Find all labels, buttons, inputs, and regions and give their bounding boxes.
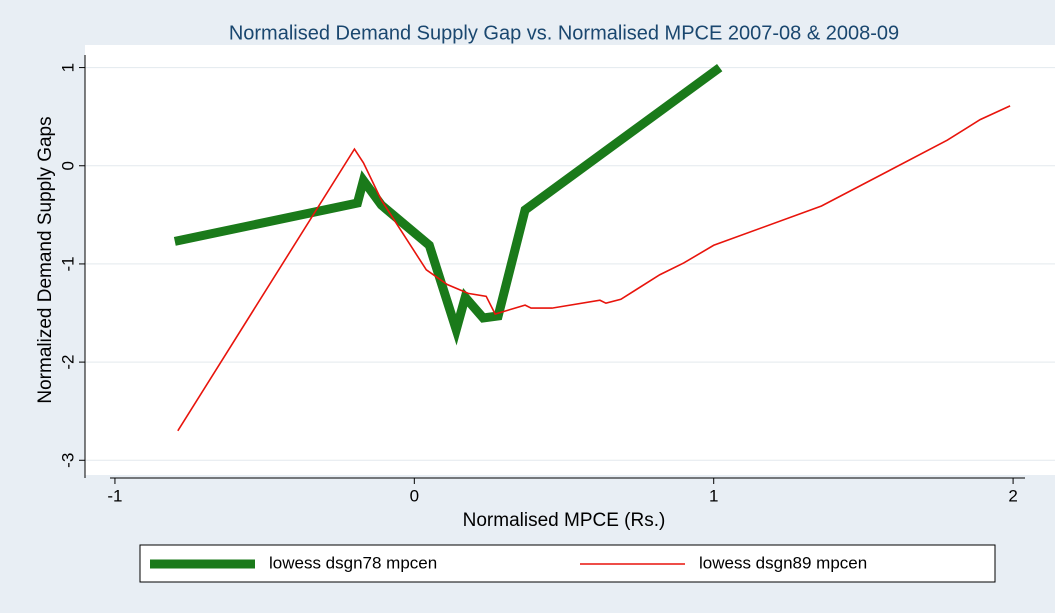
- series-line: [177, 105, 1011, 432]
- legend-label: lowess dsgn89 mpcen: [699, 553, 867, 572]
- x-axis-label: Normalised MPCE (Rs.): [463, 510, 666, 531]
- plot-area: [85, 45, 1055, 475]
- y-tick-label: -2: [58, 355, 77, 370]
- x-tick-label: 0: [410, 486, 419, 505]
- legend-label: lowess dsgn78 mpcen: [269, 553, 437, 572]
- y-tick-label: -1: [58, 256, 77, 271]
- y-tick-label: -3: [58, 453, 77, 468]
- chart-title: Normalised Demand Supply Gap vs. Normali…: [229, 22, 899, 44]
- legend-box: [139, 544, 996, 583]
- series-line: [173, 63, 723, 346]
- y-axis-label: Normalized Demand Supply Gaps: [35, 116, 56, 403]
- y-tick-label: 0: [58, 161, 77, 170]
- x-tick-label: 2: [1008, 486, 1017, 505]
- y-tick-label: 1: [58, 63, 77, 72]
- x-tick-label: 1: [709, 486, 718, 505]
- x-tick-label: -1: [107, 486, 122, 505]
